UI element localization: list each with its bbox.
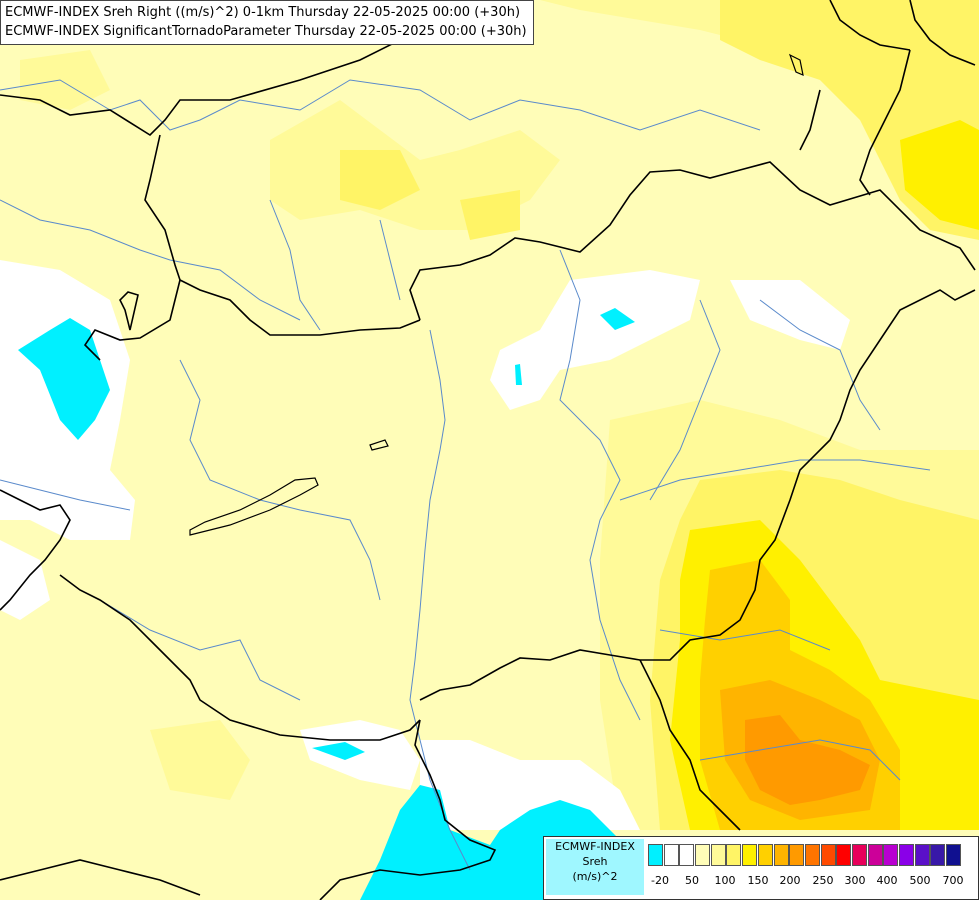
legend-swatch — [836, 844, 852, 866]
legend-tick-label: 300 — [844, 874, 866, 887]
legend-swatch — [726, 844, 742, 866]
legend-swatch — [914, 844, 930, 866]
legend-swatch — [648, 844, 663, 866]
legend-swatch — [946, 844, 962, 866]
legend-title: ECMWF-INDEX Sreh (m/s)^2 — [546, 839, 644, 895]
legend-swatch — [820, 844, 836, 866]
map-title-line1: ECMWF-INDEX Sreh Right ((m/s)^2) 0-1km T… — [5, 5, 521, 20]
legend-title-line3: (m/s)^2 — [572, 870, 618, 883]
legend-swatch — [867, 844, 883, 866]
deep-orange-field — [745, 715, 870, 805]
legend-swatch — [679, 844, 695, 866]
legend-swatch — [899, 844, 914, 866]
legend-tick-label: 400 — [876, 874, 898, 887]
legend-swatch — [804, 844, 820, 866]
legend-title-line2: Sreh — [582, 855, 608, 868]
legend-tick-label: 700 — [942, 874, 964, 887]
legend-swatches — [648, 844, 962, 866]
legend-title-line1: ECMWF-INDEX — [555, 840, 635, 853]
legend-swatch — [663, 844, 679, 866]
legend-swatch — [773, 844, 789, 866]
legend-swatch — [742, 844, 758, 866]
legend-swatch — [930, 844, 946, 866]
legend-swatch — [757, 844, 773, 866]
legend-tick-label: -20 — [651, 874, 669, 887]
legend-tick-label: 200 — [779, 874, 801, 887]
legend-swatch — [710, 844, 726, 866]
lakes — [189, 53, 804, 536]
legend-tick-label: 150 — [747, 874, 769, 887]
legend-swatch — [695, 844, 711, 866]
map-title-line2: ECMWF-INDEX SignificantTornadoParameter … — [5, 24, 527, 39]
legend-ticks: -20 50 100 150 200 250 300 400 500 700 — [644, 874, 974, 890]
legend-tick-label: 100 — [714, 874, 736, 887]
map-title-box: ECMWF-INDEX Sreh Right ((m/s)^2) 0-1km T… — [0, 0, 534, 45]
legend-swatch — [789, 844, 805, 866]
legend-tick-label: 50 — [685, 874, 699, 887]
rivers — [0, 79, 931, 871]
legend-tick-label: 500 — [909, 874, 931, 887]
legend-tick-label: 250 — [812, 874, 834, 887]
color-legend: ECMWF-INDEX Sreh (m/s)^2 -20 50 100 150 200 2… — [543, 836, 979, 900]
legend-swatch — [883, 844, 899, 866]
legend-swatch — [851, 844, 867, 866]
